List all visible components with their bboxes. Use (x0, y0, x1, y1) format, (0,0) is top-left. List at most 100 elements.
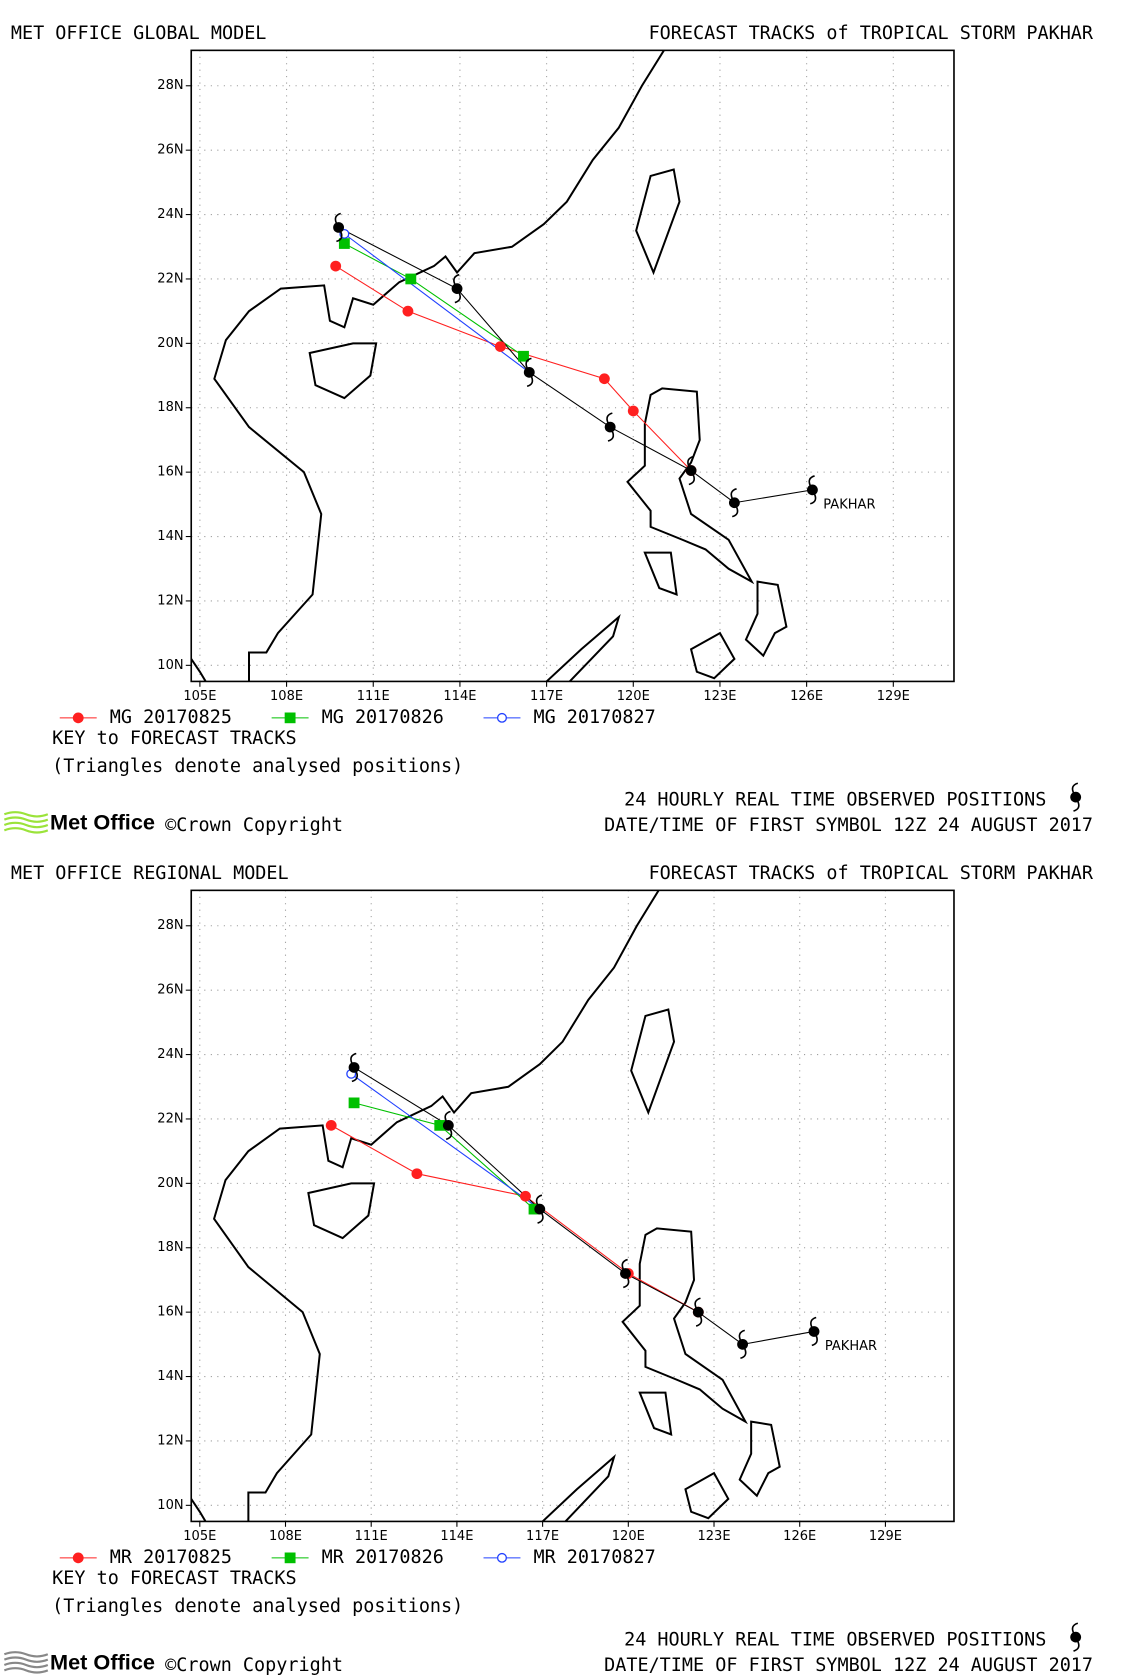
x-tick-label: 105E (183, 1529, 216, 1544)
storm-symbol-arm (687, 455, 696, 486)
y-tick-label: 14N (157, 529, 183, 544)
plot-frame (190, 49, 955, 683)
plot-frame (190, 889, 955, 1523)
logo-wave (3, 816, 49, 823)
storm-symbol-arm (694, 1297, 703, 1327)
key-note: (Triangles denote analysed positions) (52, 756, 463, 777)
y-tick-label: 22N (157, 272, 183, 287)
x-tick-label: 105E (183, 689, 216, 704)
storm-symbol-core (523, 366, 535, 378)
storm-symbol-arm (606, 412, 615, 442)
y-tick-label: 20N (157, 1176, 183, 1191)
storm-symbol-core (685, 465, 697, 476)
x-tick-label: 126E (783, 1529, 816, 1544)
observed-position (1070, 1622, 1082, 1652)
observed-position (523, 357, 535, 388)
model-name: MET OFFICE GLOBAL MODEL (11, 23, 267, 44)
y-tick-label: 16N (157, 465, 183, 480)
chart-title: FORECAST TRACKS of TROPICAL STORM PAKHAR (649, 863, 1094, 884)
x-tick-label: 123E (697, 1529, 730, 1544)
storm-symbol-core (728, 497, 740, 509)
logo-text: Met Office (50, 810, 155, 835)
storm-symbol-arm (350, 1052, 359, 1083)
observed-position (620, 1258, 631, 1289)
observed-position (1070, 782, 1082, 812)
storm-symbol-core (1070, 791, 1082, 803)
x-tick-label: 117E (526, 1529, 559, 1544)
y-tick-label: 28N (157, 78, 183, 93)
x-tick-label: 126E (790, 689, 823, 704)
coastline (191, 884, 779, 1522)
storm-symbol-core (348, 1062, 360, 1073)
track-marker (528, 1203, 540, 1215)
storm-symbol-arm (808, 475, 817, 505)
storm-symbol-arm (810, 1316, 818, 1347)
x-tick-label: 120E (612, 1529, 645, 1544)
chart-title: FORECAST TRACKS of TROPICAL STORM PAKHAR (649, 23, 1094, 44)
observed-position (737, 1329, 749, 1360)
storm-symbol-arm (1071, 1622, 1080, 1652)
logo-wave (3, 1661, 49, 1669)
observed-legend-label: 24 HOURLY REAL TIME OBSERVED POSITIONS (624, 1629, 1046, 1650)
storm-label: PAKHAR (825, 1339, 877, 1354)
observed-position (348, 1052, 360, 1083)
y-tick-label: 12N (157, 593, 183, 608)
track-line (344, 243, 524, 357)
x-tick-label: 129E (877, 689, 910, 704)
x-tick-label: 123E (703, 689, 736, 704)
panel: MET OFFICE REGIONAL MODEL FORECAST TRACKS… (3, 863, 1094, 1676)
x-tick-label: 108E (269, 1529, 302, 1544)
storm-symbol-arm (525, 357, 534, 388)
logo-text: Met Office (50, 1650, 155, 1675)
storm-symbol-core (451, 283, 463, 294)
observed-position (604, 412, 616, 442)
plot-area (191, 50, 954, 682)
key-title: KEY to FORECAST TRACKS (52, 728, 296, 749)
x-tick-label: 111E (355, 1529, 388, 1544)
observed-legend-label: 24 HOURLY REAL TIME OBSERVED POSITIONS (624, 789, 1046, 810)
track-marker (411, 1168, 423, 1180)
storm-symbol-arm (730, 488, 739, 518)
legend-marker (496, 712, 507, 723)
logo-wave (3, 811, 49, 818)
legend-label: MG 20170827 (533, 707, 655, 728)
y-tick-label: 18N (157, 400, 183, 415)
storm-symbol-core (534, 1203, 546, 1215)
y-tick-label: 12N (157, 1433, 183, 1448)
storm-symbol-core (692, 1306, 704, 1318)
y-tick-label: 26N (157, 983, 183, 998)
legend-label: MR 20170827 (533, 1547, 655, 1568)
track-line (350, 1073, 541, 1210)
storm-symbol-arm (444, 1110, 453, 1141)
storm-symbol-arm (453, 273, 461, 304)
track-marker (330, 260, 342, 272)
observed-position (333, 212, 345, 243)
legend-marker (72, 712, 84, 724)
observed-position (728, 488, 740, 518)
x-tick-label: 117E (530, 689, 563, 704)
y-tick-label: 22N (157, 1112, 183, 1127)
x-tick-label: 120E (617, 689, 650, 704)
track-marker (520, 1190, 531, 1202)
panel: MET OFFICE GLOBAL MODEL FORECAST TRACKS o… (3, 23, 1094, 836)
date-text: DATE/TIME OF FIRST SYMBOL 12Z 24 AUGUST … (604, 1655, 1093, 1676)
y-tick-label: 10N (157, 1498, 183, 1513)
copyright: ©Crown Copyright (165, 1655, 343, 1676)
y-tick-label: 10N (157, 658, 183, 673)
observed-position (808, 1316, 820, 1347)
track-marker (348, 1097, 360, 1109)
y-tick-label: 18N (157, 1240, 183, 1255)
storm-symbol-core (442, 1120, 454, 1131)
y-tick-label: 20N (157, 336, 183, 351)
legend-marker (496, 1552, 507, 1563)
date-text: DATE/TIME OF FIRST SYMBOL 12Z 24 AUGUST … (604, 815, 1093, 836)
observed-position (692, 1297, 704, 1327)
observed-position (534, 1194, 546, 1224)
copyright: ©Crown Copyright (165, 815, 343, 836)
storm-symbol-core (620, 1268, 631, 1279)
storm-symbol-core (333, 222, 345, 233)
x-tick-label: 114E (443, 689, 476, 704)
y-tick-label: 24N (157, 1047, 183, 1062)
track-marker (598, 373, 610, 385)
